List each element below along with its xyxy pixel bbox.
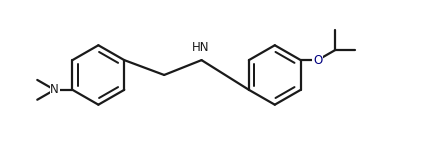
Text: O: O bbox=[313, 54, 322, 67]
Text: HN: HN bbox=[192, 41, 209, 54]
Text: N: N bbox=[50, 83, 59, 96]
